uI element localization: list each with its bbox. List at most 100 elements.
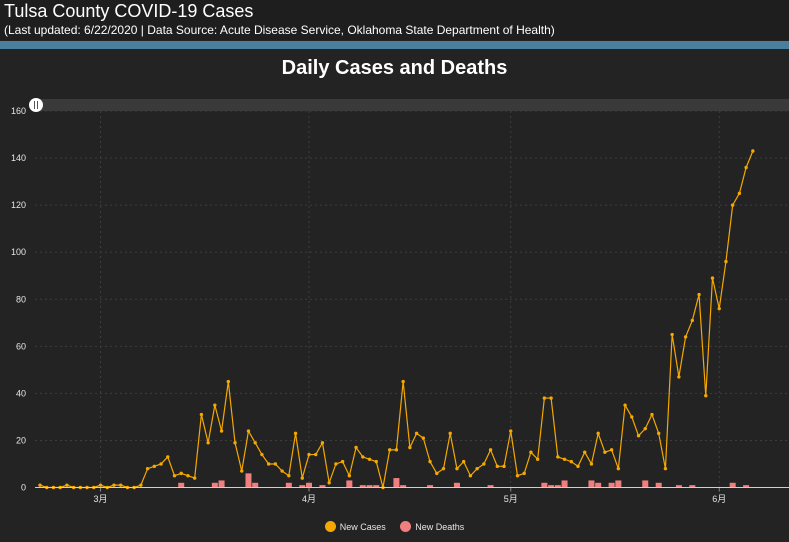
- case-point: [751, 149, 755, 153]
- case-point: [468, 474, 473, 478]
- y-tick-label: 60: [16, 341, 26, 351]
- case-point: [139, 483, 143, 487]
- death-bar: [642, 480, 649, 488]
- accent-bar: [0, 41, 789, 49]
- case-point: [414, 431, 419, 436]
- death-bar: [359, 485, 366, 488]
- case-point: [320, 441, 325, 445]
- case-point: [737, 191, 742, 196]
- case-point: [219, 429, 224, 433]
- legend-item-new-deaths[interactable]: New Deaths: [400, 521, 464, 532]
- case-point: [287, 474, 291, 478]
- death-bar: [319, 485, 326, 488]
- case-point: [717, 306, 721, 311]
- case-point: [455, 466, 459, 471]
- case-point: [408, 445, 412, 450]
- death-bar: [285, 482, 292, 488]
- death-bar: [655, 482, 662, 488]
- scroll-track[interactable]: [36, 99, 789, 111]
- cases-line: [39, 150, 754, 489]
- scroll-handle[interactable]: [29, 98, 43, 112]
- death-bar: [245, 473, 252, 488]
- case-point: [630, 415, 634, 419]
- case-point: [704, 394, 708, 398]
- case-point: [361, 455, 365, 459]
- case-point: [744, 165, 748, 170]
- case-point: [556, 455, 560, 459]
- case-point: [374, 459, 378, 464]
- case-point: [307, 452, 311, 457]
- case-point: [192, 476, 197, 480]
- death-bar: [299, 485, 306, 488]
- y-tick-label: 160: [11, 106, 26, 116]
- case-point: [710, 276, 715, 280]
- case-point: [206, 441, 210, 445]
- case-point: [166, 455, 170, 459]
- case-point: [293, 431, 298, 436]
- case-point: [273, 462, 278, 466]
- death-bar: [675, 485, 682, 488]
- death-bar: [541, 482, 548, 488]
- case-point: [730, 203, 735, 207]
- case-point: [421, 436, 426, 440]
- case-point: [159, 462, 163, 466]
- case-point: [603, 450, 607, 454]
- y-tick-label: 140: [11, 153, 26, 163]
- case-point: [98, 483, 103, 487]
- case-point: [724, 259, 728, 264]
- axis-layer: 0 20 40 60 80 100 120 140 160 3月 4月 5月 6月: [11, 106, 789, 504]
- case-point: [509, 429, 513, 433]
- case-point: [152, 464, 157, 469]
- case-point: [502, 464, 506, 469]
- case-point: [529, 450, 533, 454]
- case-point: [569, 459, 573, 464]
- death-bar: [689, 485, 696, 488]
- y-tick-label: 120: [11, 200, 26, 210]
- x-tick-label: 6月: [712, 494, 726, 504]
- case-point: [488, 448, 493, 452]
- case-point: [186, 474, 190, 478]
- legend-label: New Cases: [339, 521, 386, 532]
- case-point: [677, 375, 681, 379]
- case-point: [515, 474, 520, 478]
- case-point: [428, 459, 432, 464]
- case-point: [240, 469, 244, 473]
- grid-layer: [35, 110, 789, 488]
- chart-panel: [0, 49, 789, 542]
- case-point: [401, 379, 405, 384]
- case-point: [697, 292, 701, 297]
- death-bar: [608, 482, 615, 488]
- cases-series: [38, 149, 755, 490]
- death-bar: [453, 482, 460, 488]
- death-bar: [400, 485, 407, 488]
- case-point: [145, 466, 150, 471]
- case-point: [253, 441, 257, 445]
- legend-label: New Deaths: [415, 521, 465, 532]
- header-bar: Tulsa County COVID-19 Cases (Last update…: [0, 0, 789, 40]
- case-point: [260, 452, 264, 457]
- case-point: [199, 412, 204, 417]
- case-point: [475, 466, 479, 471]
- deaths-series: [178, 473, 750, 488]
- case-point: [482, 462, 486, 466]
- death-bar: [548, 485, 555, 488]
- case-point: [495, 464, 499, 469]
- case-point: [226, 379, 230, 384]
- death-bar: [366, 485, 373, 488]
- legend-item-new-cases[interactable]: New Cases: [324, 521, 386, 532]
- y-tick-label: 100: [11, 247, 26, 257]
- case-point: [670, 332, 674, 337]
- case-point: [246, 429, 251, 433]
- death-bar: [346, 480, 353, 488]
- new-deaths-swatch-icon: [400, 521, 412, 532]
- case-point: [179, 471, 183, 476]
- death-bar: [178, 482, 185, 488]
- case-point: [354, 445, 358, 450]
- case-point: [65, 483, 69, 487]
- death-bar: [588, 480, 595, 488]
- case-point: [300, 476, 304, 480]
- x-tick-label: 4月: [302, 494, 316, 504]
- case-point: [623, 403, 627, 407]
- death-bar: [373, 485, 380, 488]
